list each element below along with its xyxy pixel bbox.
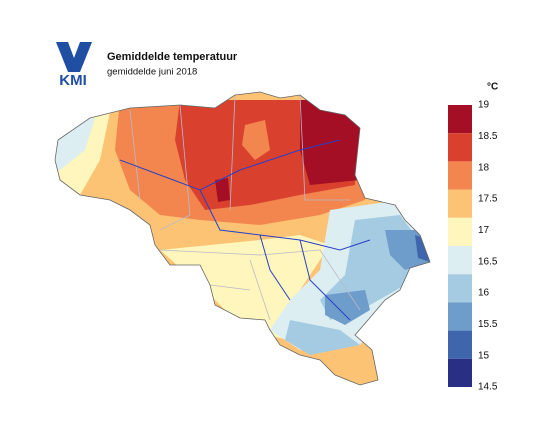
subtitle: gemiddelde juni 2018	[107, 67, 197, 78]
region	[285, 320, 360, 355]
region	[215, 178, 230, 202]
legend-label: 16	[478, 288, 490, 299]
legend-swatch	[448, 274, 472, 303]
legend-label: 15	[478, 350, 490, 361]
region	[55, 118, 95, 170]
legend-swatch	[448, 161, 472, 190]
legend-label: 14.5	[478, 382, 498, 393]
legend-label: 15.5	[478, 319, 498, 330]
legend-unit: °C	[487, 82, 498, 93]
legend-swatch	[448, 246, 472, 275]
legend-label: 16.5	[478, 256, 498, 267]
legend-swatch	[448, 217, 472, 246]
map	[55, 92, 430, 385]
title: Gemiddelde temperatuur	[107, 51, 238, 63]
legend-label: 19	[478, 100, 490, 111]
legend-label: 18	[478, 162, 490, 173]
legend-swatch	[448, 189, 472, 218]
legend: 19 18.5 18 17.5 17 16.5 16 15.5 15 14.5	[448, 100, 498, 393]
logo-text: KMI	[59, 72, 87, 89]
legend-swatch	[448, 133, 472, 162]
legend-label: 18.5	[478, 131, 498, 142]
region	[325, 290, 370, 325]
legend-label: 17	[478, 225, 490, 236]
logo: KMI	[56, 42, 92, 89]
legend-swatch	[448, 105, 472, 134]
region	[300, 100, 365, 185]
region	[242, 120, 270, 160]
legend-label: 17.5	[478, 194, 498, 205]
legend-swatch	[448, 302, 472, 331]
legend-swatch	[448, 330, 472, 359]
legend-swatch	[448, 358, 472, 387]
